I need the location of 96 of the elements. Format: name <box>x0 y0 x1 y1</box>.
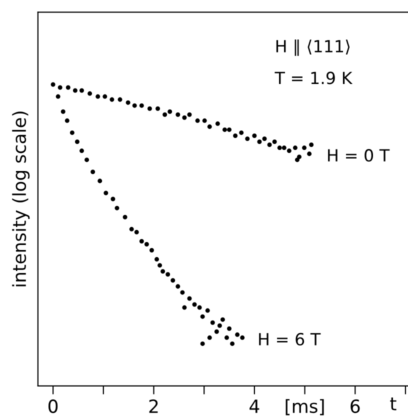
point <box>282 146 286 150</box>
x-tick-label: 6 <box>350 399 360 414</box>
point <box>240 335 245 340</box>
point <box>134 230 139 234</box>
point <box>66 85 70 90</box>
point <box>192 302 197 307</box>
point <box>239 130 244 135</box>
point <box>222 127 227 132</box>
point <box>233 133 238 138</box>
point <box>79 88 84 93</box>
point <box>245 136 250 141</box>
point <box>102 94 108 99</box>
point <box>110 97 114 102</box>
point <box>170 278 176 283</box>
point <box>187 112 192 117</box>
point <box>154 257 160 262</box>
point <box>149 248 154 253</box>
point <box>235 332 240 337</box>
point <box>50 82 56 87</box>
point <box>230 341 235 346</box>
point <box>262 136 267 141</box>
point <box>156 106 160 111</box>
point <box>182 305 187 310</box>
point <box>166 272 170 277</box>
text: H ∥ ⟨111⟩ <box>276 39 350 56</box>
point <box>292 146 298 150</box>
point <box>207 335 212 340</box>
point <box>158 263 162 268</box>
point <box>309 142 314 148</box>
series-label: H = 6 T <box>259 332 321 346</box>
point <box>160 269 166 274</box>
point <box>176 284 180 289</box>
point <box>122 214 128 220</box>
point <box>217 323 222 328</box>
point <box>227 127 232 132</box>
point <box>110 196 116 202</box>
point <box>132 103 137 108</box>
x-tick-label: 0 <box>48 399 58 414</box>
x-axis-title: t <box>390 398 396 410</box>
point <box>302 146 307 150</box>
series-label: H = 0 T <box>328 149 390 162</box>
y-axis-title: intensity (log scale) <box>12 112 30 286</box>
point <box>200 314 205 319</box>
point <box>79 148 84 154</box>
point <box>200 341 205 346</box>
point <box>147 106 152 111</box>
point <box>88 91 92 96</box>
point <box>139 238 144 244</box>
point <box>58 85 62 90</box>
point <box>168 109 172 114</box>
point <box>197 305 202 310</box>
point <box>118 97 122 102</box>
point <box>277 146 282 150</box>
point <box>104 190 108 196</box>
point <box>74 140 80 144</box>
point <box>144 242 149 246</box>
point <box>195 118 200 123</box>
point <box>267 142 272 148</box>
point <box>72 88 78 93</box>
point <box>207 124 212 129</box>
point <box>187 296 192 301</box>
point <box>296 154 302 160</box>
point <box>307 152 312 156</box>
point <box>176 112 180 117</box>
point <box>224 335 230 340</box>
point <box>205 308 210 313</box>
text: T = 1.9 K <box>274 72 353 84</box>
point <box>60 109 66 114</box>
point <box>257 140 262 144</box>
point <box>180 290 185 295</box>
point <box>114 206 120 210</box>
x-tick-label: [ms] <box>286 399 324 416</box>
point <box>220 317 225 322</box>
point <box>139 103 144 108</box>
point <box>70 130 74 135</box>
point <box>56 94 60 99</box>
point <box>98 178 102 184</box>
point <box>210 320 215 325</box>
point <box>84 158 90 162</box>
point <box>252 133 257 138</box>
point <box>227 326 232 331</box>
point <box>202 118 207 123</box>
point <box>182 115 187 120</box>
point <box>162 112 168 117</box>
point <box>64 118 70 123</box>
point <box>96 94 100 99</box>
point <box>215 121 220 126</box>
x-tick-label: 2 <box>149 399 158 413</box>
point <box>286 148 292 154</box>
point <box>90 170 96 174</box>
point <box>214 329 219 334</box>
x-tick-label: 4 <box>250 400 260 413</box>
point <box>129 226 134 232</box>
point <box>294 158 300 162</box>
point <box>126 100 130 105</box>
point <box>272 140 277 144</box>
